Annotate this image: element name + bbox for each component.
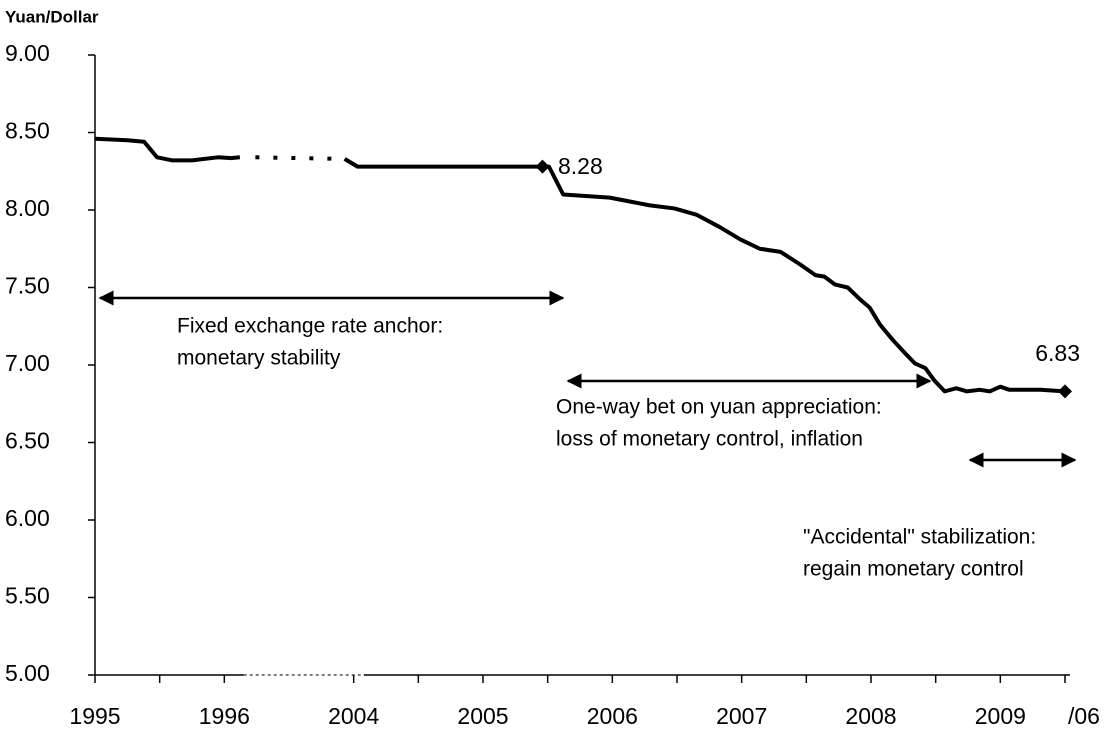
x-tick-label: 2004 <box>328 703 379 729</box>
y-tick-label: 5.50 <box>5 583 50 609</box>
marker-label: 8.28 <box>558 153 603 179</box>
y-tick-label: 5.00 <box>5 660 50 686</box>
x-tick-label: 1996 <box>199 703 250 729</box>
x-tick-label: 2005 <box>457 703 508 729</box>
annotation: "Accidental" stabilization: <box>803 526 1036 549</box>
x-suffix: /06 <box>1068 703 1100 729</box>
annotation: loss of monetary control, inflation <box>556 428 863 451</box>
annotation: monetary stability <box>177 347 341 370</box>
x-tick-label: 1995 <box>69 703 120 729</box>
x-tick-label: 2007 <box>716 703 767 729</box>
marker-label: 6.83 <box>1035 340 1080 366</box>
line <box>343 157 1066 394</box>
annotation: regain monetary control <box>803 558 1024 581</box>
y-tick-label: 8.00 <box>5 195 50 221</box>
x-tick-label: 2009 <box>975 703 1026 729</box>
annotation: Fixed exchange rate anchor: <box>177 315 443 338</box>
y-tick-label: 9.00 <box>5 40 50 66</box>
line <box>255 155 341 161</box>
annotation: One-way bet on yuan appreciation: <box>556 396 882 419</box>
y-tick-label: 6.50 <box>5 428 50 454</box>
x-tick-label: 2008 <box>845 703 896 729</box>
y-tick-label: 7.00 <box>5 350 50 376</box>
marker <box>1058 384 1072 399</box>
y-tick-label: 6.00 <box>5 505 50 531</box>
marker <box>535 159 550 174</box>
y-tick-label: 7.50 <box>5 273 50 299</box>
line <box>94 136 241 163</box>
x-tick-label: 2006 <box>587 703 638 729</box>
y-axis-label: Yuan/Dollar <box>5 7 99 26</box>
y-tick-label: 8.50 <box>5 118 50 144</box>
